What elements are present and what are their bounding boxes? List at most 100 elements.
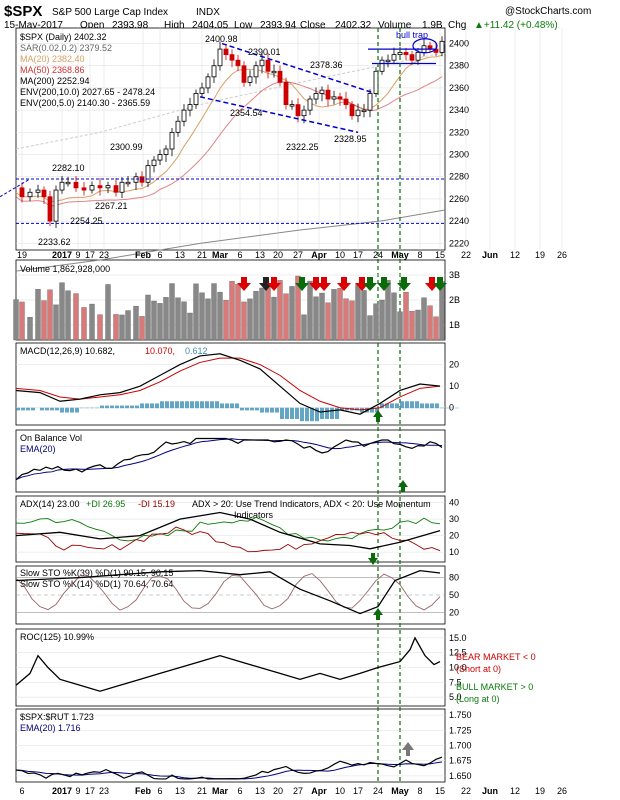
x-tick-top: 10 xyxy=(335,250,345,260)
candle-body xyxy=(337,96,343,100)
header-low-label: Low xyxy=(234,20,253,31)
volume-bar xyxy=(337,288,343,341)
volume-signal-arrow xyxy=(259,277,273,291)
volume-bar xyxy=(13,299,19,341)
x-tick-top: 13 xyxy=(255,250,265,260)
header-low: 2393.94 xyxy=(260,20,297,31)
price-y-tick: 2240 xyxy=(449,216,469,226)
adx-y-tick: 30 xyxy=(449,514,459,524)
candle-body xyxy=(391,54,397,61)
header-close-label: Close xyxy=(300,20,326,31)
volume-bar xyxy=(223,300,229,341)
x-tick-top: 8 xyxy=(417,250,422,260)
macd-histogram-bar xyxy=(310,407,314,422)
adx-plusdi-line xyxy=(15,516,441,542)
price-y-tick: 2360 xyxy=(449,83,469,93)
sto39-line xyxy=(15,569,441,615)
volume-bar xyxy=(397,311,403,341)
macd-histogram-bar xyxy=(405,401,409,409)
macd-histogram-bar xyxy=(295,407,299,420)
price-legend-item: ENV(200,10.0) 2027.65 - 2478.24 xyxy=(20,87,155,97)
candle-body xyxy=(409,54,415,61)
ratio-y-tick: 1.650 xyxy=(449,771,472,781)
macd-histogram-bar xyxy=(280,407,284,420)
macd-histogram-bar xyxy=(440,407,444,409)
candle-body xyxy=(73,181,79,189)
x-tick-bottom: 17 xyxy=(353,786,363,796)
macd-histogram-bar xyxy=(21,407,25,411)
x-tick-bottom: 13 xyxy=(255,786,265,796)
candle-body xyxy=(193,93,199,105)
volume-bar xyxy=(295,275,301,341)
macd-histogram-bar xyxy=(290,407,294,420)
candle-body xyxy=(175,120,181,133)
macd-histogram-bar xyxy=(210,401,214,409)
macd-histogram-bar xyxy=(55,407,59,411)
volume-bar xyxy=(205,298,211,341)
macd-histogram-bar xyxy=(155,403,159,409)
volume-bar xyxy=(427,305,433,341)
candle-body xyxy=(367,93,373,111)
macd-histogram-bar xyxy=(200,401,204,409)
price-legend-item: $SPX (Daily) 2402.32 xyxy=(20,32,107,42)
obv-ema-label: EMA(20) xyxy=(20,444,56,454)
volume-bar xyxy=(125,310,131,341)
candle-body xyxy=(105,185,111,189)
candle-body xyxy=(373,70,379,94)
ma200-line xyxy=(15,209,446,272)
candle-body xyxy=(211,65,217,78)
volume-bar xyxy=(253,290,259,341)
volume-bar xyxy=(349,300,355,341)
x-tick-bottom: 21 xyxy=(197,786,207,796)
obv-up-arrow xyxy=(398,480,408,492)
macd-histogram-bar xyxy=(380,403,384,409)
volume-signal-arrow xyxy=(309,277,323,291)
roc-line xyxy=(15,636,441,692)
volume-signal-arrow xyxy=(433,277,447,291)
macd-histogram-bar xyxy=(31,407,35,411)
volume-bar xyxy=(145,294,151,341)
channel-upper xyxy=(221,42,373,94)
macd-histogram-bar xyxy=(95,407,99,409)
volume-label: Volume 1,862,928,000 xyxy=(20,264,110,274)
macd-histogram-bar xyxy=(250,407,254,411)
candle-body xyxy=(81,187,87,191)
volume-bar xyxy=(361,290,367,341)
adx-label: ADX(14) 23.00 xyxy=(20,499,80,509)
x-tick-top: 20 xyxy=(273,250,283,260)
adx-plusdi-label: +DI 26.95 xyxy=(86,499,125,509)
x-tick-bottom: Feb xyxy=(135,786,152,796)
volume-bar xyxy=(133,305,139,341)
candle-body xyxy=(229,54,235,61)
volume-bar xyxy=(27,317,33,341)
candle-body xyxy=(119,181,125,193)
macd-histogram-bar xyxy=(175,401,179,409)
candle-body xyxy=(145,165,151,183)
candle-body xyxy=(403,52,409,56)
x-tick-top: 13 xyxy=(175,250,185,260)
x-tick-bottom: 9 xyxy=(75,786,80,796)
price-y-tick: 2340 xyxy=(449,105,469,115)
bull-market-sub: (Long at 0) xyxy=(456,694,500,704)
header-chg: ▲+11.42 (+0.48%) xyxy=(474,20,558,31)
x-tick-bottom: 15 xyxy=(435,786,445,796)
candle-body xyxy=(19,187,25,198)
volume-bar xyxy=(319,292,325,341)
volume-bar xyxy=(157,303,163,341)
bull-trap-circle xyxy=(412,38,438,54)
macd-histogram-bar xyxy=(50,407,54,411)
candle-body xyxy=(283,81,289,105)
candle-body xyxy=(319,89,325,94)
volume-bar xyxy=(433,316,439,341)
ratio-ema-label: EMA(20) 1.716 xyxy=(20,723,81,733)
volume-bar xyxy=(379,299,385,341)
x-tick-bottom: 24 xyxy=(373,786,383,796)
x-tick-bottom: Apr xyxy=(311,786,327,796)
macd-histogram-bar xyxy=(305,407,309,422)
candle-body xyxy=(181,109,187,122)
macd-histogram-bar xyxy=(110,405,114,409)
ratio-y-tick: 1.675 xyxy=(449,756,472,766)
candle-body xyxy=(343,98,349,105)
candle-body xyxy=(361,109,367,113)
candle-body xyxy=(247,76,253,83)
